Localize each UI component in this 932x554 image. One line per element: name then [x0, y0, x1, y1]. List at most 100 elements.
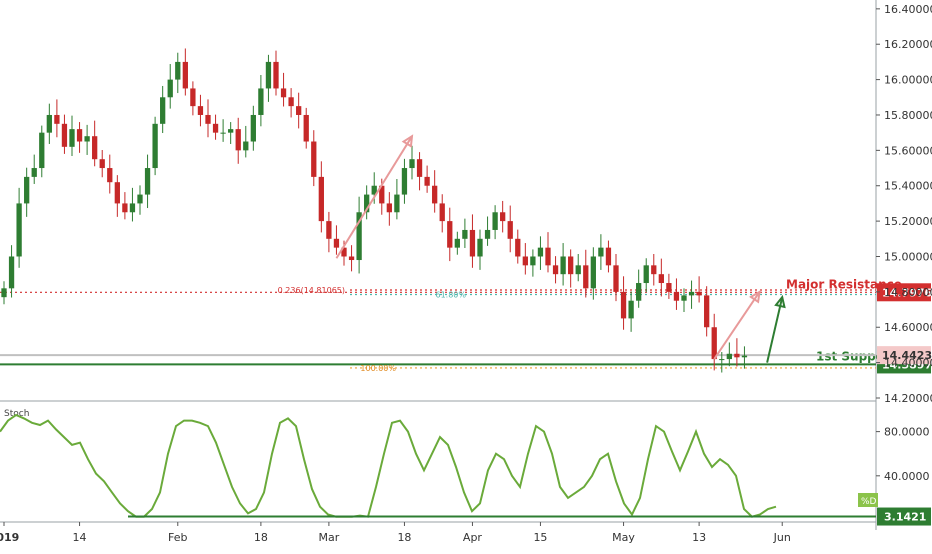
arrow-head — [774, 294, 786, 309]
time-axis[interactable]: 2019 14 Feb 18 Mar 18 Apr 15 May 13 Jun — [0, 522, 791, 544]
candle-body — [114, 182, 120, 204]
candle-body — [69, 129, 75, 147]
price-label-tag: 14.44237 — [877, 346, 932, 365]
time-tick-label: Mar — [319, 531, 340, 544]
time-tick-label: May — [612, 531, 635, 544]
stochastic-panel: Stoch 40.0000 80.0000 %D 3.1421 — [0, 409, 931, 526]
candle-body — [235, 129, 241, 151]
candle-body — [296, 106, 302, 115]
candle-body — [265, 61, 272, 89]
candle-body — [311, 141, 317, 177]
candle-body — [454, 238, 460, 248]
candle-body — [152, 123, 158, 169]
candle-body — [190, 88, 196, 107]
level-label: Major Resistance — [786, 277, 902, 291]
price-tick-label: 16.00000 — [884, 74, 932, 87]
candle-body — [711, 327, 717, 360]
candle-body — [643, 265, 649, 284]
candle-body — [658, 274, 664, 284]
price-tag-text: 14.44237 — [882, 349, 932, 362]
candle-body — [356, 212, 362, 261]
trend-arrows — [335, 134, 786, 363]
time-tick-label: 14 — [73, 531, 87, 544]
candle-body — [76, 129, 83, 142]
level-label: 100.00% — [360, 364, 396, 373]
candle-body — [734, 353, 740, 358]
candle-body — [394, 194, 400, 213]
candle-body — [477, 238, 483, 257]
candle-body — [673, 291, 680, 301]
candle-body — [666, 283, 672, 292]
candle-body — [469, 229, 476, 257]
price-tick-label: 14.40000 — [884, 357, 932, 370]
grid-lines — [0, 0, 877, 530]
candle-body — [507, 221, 513, 239]
candle-body — [552, 265, 559, 275]
candle-body — [416, 159, 423, 177]
candle-body — [583, 265, 589, 289]
candle-body — [280, 88, 287, 98]
stoch-value-bg — [877, 507, 931, 526]
price-tag-text: 14.79761 — [882, 286, 932, 299]
candle-body — [462, 229, 468, 239]
price-tick-label: 14.80000 — [884, 286, 932, 299]
candle-body — [447, 221, 453, 248]
candle-body — [250, 114, 256, 142]
candle-body — [99, 159, 105, 169]
candle-body — [348, 256, 355, 261]
price-tick-label: 15.80000 — [884, 109, 932, 122]
stoch-tick-label: 40.0000 — [884, 470, 930, 483]
candle-body — [409, 159, 415, 169]
time-tick-label: 18 — [254, 531, 268, 544]
candle-body — [326, 221, 332, 239]
price-tag-bg — [877, 346, 931, 365]
candle-body — [8, 256, 15, 289]
price-tick-label: 14.60000 — [884, 321, 932, 334]
candle-body — [24, 176, 30, 204]
candle-body — [84, 136, 90, 142]
candle-body — [628, 300, 634, 319]
candle-body — [129, 203, 136, 213]
candle-body — [318, 176, 324, 222]
candle-body — [220, 132, 226, 134]
candle-body — [605, 247, 612, 266]
candle-body — [137, 194, 143, 204]
candle-body — [590, 256, 596, 289]
candle-body — [439, 203, 445, 222]
time-tick-label: Jun — [773, 531, 791, 544]
stoch-d-line — [0, 413, 777, 518]
candle-body — [61, 123, 68, 147]
time-tick-label: Feb — [168, 531, 187, 544]
stoch-tag-bg — [858, 493, 878, 507]
arrow-head — [749, 289, 761, 304]
candle-body — [243, 141, 249, 151]
candle-body — [522, 256, 528, 266]
level-label: 61.80% — [435, 291, 466, 300]
candle-body — [530, 256, 536, 266]
candle-body — [492, 212, 498, 230]
trend-arrow — [766, 296, 784, 363]
candle-body — [341, 247, 347, 257]
candle-body — [568, 256, 574, 275]
candle-body — [167, 79, 173, 98]
stoch-title: Stoch — [4, 409, 29, 419]
price-tag-bg — [877, 283, 931, 302]
stoch-value-tag: 3.1421 — [877, 507, 931, 526]
candle-body — [379, 185, 385, 204]
price-tick-label: 15.40000 — [884, 180, 932, 193]
price-axis[interactable]: 14.20000 14.40000 14.60000 14.80000 15.00000… — [876, 3, 932, 405]
time-tick-label: Apr — [463, 531, 483, 544]
candle-body — [726, 353, 732, 360]
candle-body — [537, 247, 544, 257]
candle-body — [46, 114, 52, 133]
candle-body — [122, 203, 128, 213]
candle-body — [598, 247, 604, 257]
candle-body — [636, 283, 642, 301]
candle-body — [424, 176, 430, 186]
stoch-value-text: 3.1421 — [884, 511, 926, 524]
candle-body — [719, 359, 725, 361]
candle-body — [160, 97, 166, 124]
